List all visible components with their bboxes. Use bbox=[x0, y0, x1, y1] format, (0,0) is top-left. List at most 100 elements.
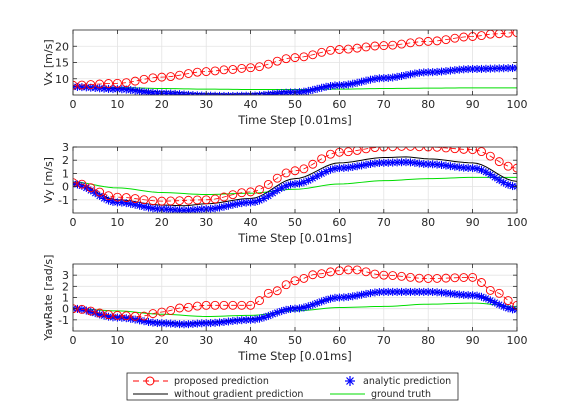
data-point-stroke bbox=[513, 185, 517, 190]
data-point-stroke bbox=[247, 199, 254, 206]
x-tick-label: 80 bbox=[421, 216, 435, 229]
data-point-stroke bbox=[322, 83, 330, 91]
data-point bbox=[308, 270, 318, 280]
data-point bbox=[432, 36, 442, 46]
data-point bbox=[348, 292, 357, 301]
data-point bbox=[334, 45, 344, 54]
data-point bbox=[272, 286, 282, 296]
data-point-stroke bbox=[344, 81, 352, 88]
data-point bbox=[148, 309, 158, 319]
data-point-stroke bbox=[229, 317, 237, 325]
x-tick-label: 30 bbox=[199, 334, 213, 347]
data-point bbox=[370, 269, 380, 279]
data-point-stroke bbox=[265, 192, 272, 200]
data-point-stroke bbox=[185, 320, 192, 328]
data-point-stroke bbox=[398, 72, 405, 80]
data-point-stroke bbox=[491, 174, 499, 181]
x-tick-label: 100 bbox=[507, 334, 528, 347]
data-point bbox=[388, 271, 398, 280]
data-point-stroke bbox=[460, 66, 468, 73]
data-point bbox=[237, 300, 247, 310]
x-tick-label: 50 bbox=[288, 98, 302, 111]
data-point bbox=[77, 80, 87, 90]
x-tick-label: 90 bbox=[466, 216, 480, 229]
data-point bbox=[183, 195, 193, 205]
data-point-stroke bbox=[100, 195, 108, 202]
legend-label-analytic: analytic prediction bbox=[363, 376, 451, 387]
data-point bbox=[361, 42, 371, 52]
data-point-stroke bbox=[384, 74, 392, 82]
data-point-stroke bbox=[478, 166, 485, 174]
data-point bbox=[255, 62, 264, 72]
data-point-stroke bbox=[105, 197, 112, 204]
data-point bbox=[86, 306, 96, 316]
ticks-vy bbox=[72, 146, 518, 213]
data-point-stroke bbox=[207, 205, 214, 213]
data-point-stroke bbox=[291, 180, 299, 188]
data-point-stroke bbox=[229, 92, 233, 95]
data-point bbox=[477, 31, 486, 41]
data-point-stroke bbox=[344, 293, 352, 301]
data-point-stroke bbox=[185, 206, 192, 213]
data-point bbox=[77, 179, 87, 189]
data-point-stroke bbox=[322, 296, 330, 304]
data-point-stroke bbox=[194, 320, 201, 327]
data-point-stroke bbox=[442, 67, 450, 75]
y-tick-label: 1 bbox=[62, 167, 69, 180]
data-point bbox=[86, 183, 96, 193]
x-tick-label: 60 bbox=[332, 334, 346, 347]
data-point bbox=[201, 300, 211, 310]
data-point bbox=[166, 72, 176, 82]
data-point-stroke bbox=[362, 161, 370, 168]
data-point-stroke bbox=[251, 92, 256, 95]
data-point bbox=[255, 296, 264, 306]
data-point bbox=[343, 147, 353, 157]
data-point bbox=[77, 304, 87, 314]
data-point bbox=[263, 59, 273, 69]
data-point bbox=[281, 54, 291, 64]
data-point-stroke bbox=[189, 206, 197, 213]
data-point-stroke bbox=[393, 73, 401, 81]
data-point bbox=[219, 202, 228, 211]
data-point-stroke bbox=[438, 68, 445, 75]
data-point bbox=[459, 32, 469, 42]
x-tick-label: 20 bbox=[155, 98, 169, 111]
legend-entry-analytic: analytic prediction bbox=[345, 376, 451, 387]
data-point bbox=[423, 36, 433, 46]
legend-box bbox=[126, 372, 459, 401]
data-point bbox=[157, 196, 167, 206]
data-point-stroke bbox=[300, 304, 308, 311]
y-tick-label: 2 bbox=[62, 280, 69, 293]
data-point bbox=[210, 300, 220, 310]
data-point-stroke bbox=[259, 92, 263, 95]
data-point-stroke bbox=[513, 64, 517, 69]
data-point bbox=[494, 288, 504, 298]
data-point-stroke bbox=[287, 181, 294, 188]
data-point-stroke bbox=[225, 202, 232, 210]
data-point bbox=[192, 301, 202, 311]
series-line-proposed-prediction bbox=[73, 147, 517, 202]
data-point-stroke bbox=[478, 293, 485, 301]
data-point-stroke bbox=[313, 85, 321, 93]
data-point-stroke bbox=[513, 183, 517, 188]
data-point bbox=[228, 64, 238, 74]
data-point-stroke bbox=[331, 165, 339, 172]
data-point bbox=[255, 185, 264, 195]
data-point bbox=[494, 30, 504, 39]
data-point bbox=[246, 300, 256, 310]
series-group-yawrate bbox=[73, 265, 517, 329]
data-point bbox=[281, 280, 291, 290]
x-tick-label: 90 bbox=[466, 98, 480, 111]
data-point bbox=[272, 173, 282, 183]
data-point bbox=[441, 35, 451, 45]
data-point bbox=[130, 311, 140, 321]
data-point-stroke bbox=[233, 92, 238, 95]
data-point-stroke bbox=[455, 66, 463, 73]
series-line-ground-truth bbox=[73, 176, 517, 196]
data-point-stroke bbox=[367, 289, 374, 297]
data-point bbox=[344, 80, 353, 89]
x-tick-label: 0 bbox=[70, 334, 77, 347]
data-point-stroke bbox=[340, 294, 348, 301]
y-tick-label: 10 bbox=[55, 73, 69, 86]
